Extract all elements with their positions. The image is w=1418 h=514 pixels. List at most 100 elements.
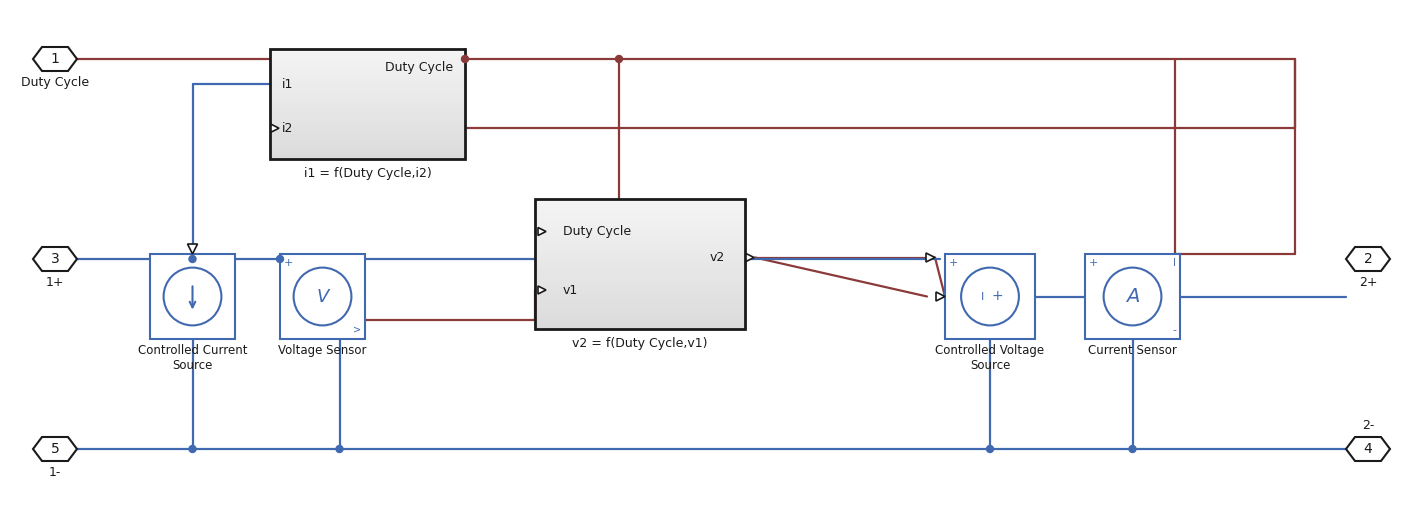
- Polygon shape: [936, 292, 944, 301]
- Bar: [535, 221, 744, 225]
- Bar: [269, 107, 465, 112]
- Bar: [535, 208, 744, 212]
- Text: 5: 5: [51, 442, 60, 456]
- Text: 2+: 2+: [1358, 276, 1377, 289]
- Text: +: +: [1089, 258, 1099, 268]
- Polygon shape: [1346, 247, 1390, 271]
- Circle shape: [294, 268, 352, 325]
- Bar: [535, 272, 744, 277]
- Polygon shape: [537, 286, 546, 294]
- Text: 2-: 2-: [1361, 419, 1374, 432]
- Circle shape: [1103, 268, 1161, 325]
- Polygon shape: [33, 47, 77, 71]
- Bar: [535, 216, 744, 221]
- Bar: [535, 199, 744, 204]
- Bar: [535, 260, 744, 264]
- Bar: [269, 104, 465, 107]
- Bar: [535, 238, 744, 242]
- Text: Controlled Voltage
Source: Controlled Voltage Source: [936, 344, 1045, 372]
- Circle shape: [277, 255, 284, 263]
- Polygon shape: [746, 253, 754, 262]
- Bar: [269, 64, 465, 67]
- Bar: [535, 255, 744, 260]
- Bar: [535, 311, 744, 316]
- Text: V: V: [316, 287, 329, 305]
- Bar: [535, 277, 744, 281]
- Bar: [269, 130, 465, 133]
- Text: I: I: [980, 291, 984, 302]
- Circle shape: [336, 446, 343, 452]
- Text: Duty Cycle: Duty Cycle: [21, 76, 89, 89]
- Circle shape: [189, 255, 196, 263]
- Bar: [269, 49, 465, 159]
- Bar: [535, 247, 744, 251]
- Text: Duty Cycle: Duty Cycle: [563, 225, 631, 238]
- Bar: [269, 60, 465, 64]
- Bar: [535, 229, 744, 234]
- Bar: [269, 112, 465, 115]
- Bar: [269, 137, 465, 141]
- Bar: [535, 225, 744, 229]
- Bar: [535, 242, 744, 247]
- Circle shape: [461, 56, 468, 63]
- Bar: [535, 295, 744, 299]
- Polygon shape: [1346, 437, 1390, 461]
- Bar: [269, 49, 465, 52]
- Bar: [269, 122, 465, 126]
- Text: 2: 2: [1364, 252, 1373, 266]
- Text: v2: v2: [710, 251, 725, 264]
- Bar: [535, 286, 744, 290]
- Circle shape: [987, 446, 994, 452]
- Text: Controlled Current
Source: Controlled Current Source: [138, 344, 247, 372]
- Bar: [150, 254, 235, 339]
- Bar: [535, 290, 744, 295]
- Circle shape: [189, 446, 196, 452]
- Bar: [535, 281, 744, 286]
- Text: I: I: [1173, 258, 1176, 268]
- Circle shape: [615, 56, 623, 63]
- Polygon shape: [537, 228, 546, 235]
- Bar: [269, 152, 465, 155]
- Bar: [535, 303, 744, 307]
- Text: 1-: 1-: [48, 466, 61, 479]
- Bar: [269, 71, 465, 75]
- Bar: [269, 52, 465, 57]
- Bar: [269, 141, 465, 144]
- Text: i1: i1: [282, 78, 294, 90]
- Text: 4: 4: [1364, 442, 1373, 456]
- Bar: [269, 89, 465, 93]
- Text: i2: i2: [282, 122, 294, 135]
- Bar: [269, 67, 465, 71]
- Bar: [269, 86, 465, 89]
- Text: 1: 1: [51, 52, 60, 66]
- Bar: [535, 212, 744, 216]
- Bar: [269, 57, 465, 60]
- Text: Voltage Sensor: Voltage Sensor: [278, 344, 367, 357]
- Bar: [269, 75, 465, 78]
- Text: +: +: [284, 258, 294, 268]
- Bar: [535, 299, 744, 303]
- Bar: [269, 155, 465, 159]
- Circle shape: [961, 268, 1020, 325]
- Bar: [535, 264, 744, 268]
- Bar: [269, 126, 465, 130]
- Text: Current Sensor: Current Sensor: [1088, 344, 1177, 357]
- Bar: [269, 119, 465, 122]
- Circle shape: [1129, 446, 1136, 452]
- Text: -: -: [1173, 325, 1176, 335]
- Text: 1+: 1+: [45, 276, 64, 289]
- Polygon shape: [926, 253, 934, 262]
- Bar: [535, 268, 744, 272]
- Bar: [535, 251, 744, 255]
- Text: v1: v1: [563, 284, 579, 297]
- Bar: [535, 320, 744, 325]
- Bar: [535, 307, 744, 311]
- Bar: [269, 82, 465, 86]
- Text: i1 = f(Duty Cycle,i2): i1 = f(Duty Cycle,i2): [303, 167, 431, 180]
- Bar: [1085, 254, 1180, 339]
- Bar: [535, 199, 744, 329]
- Bar: [535, 325, 744, 329]
- Bar: [535, 234, 744, 238]
- Bar: [279, 254, 364, 339]
- Bar: [269, 100, 465, 104]
